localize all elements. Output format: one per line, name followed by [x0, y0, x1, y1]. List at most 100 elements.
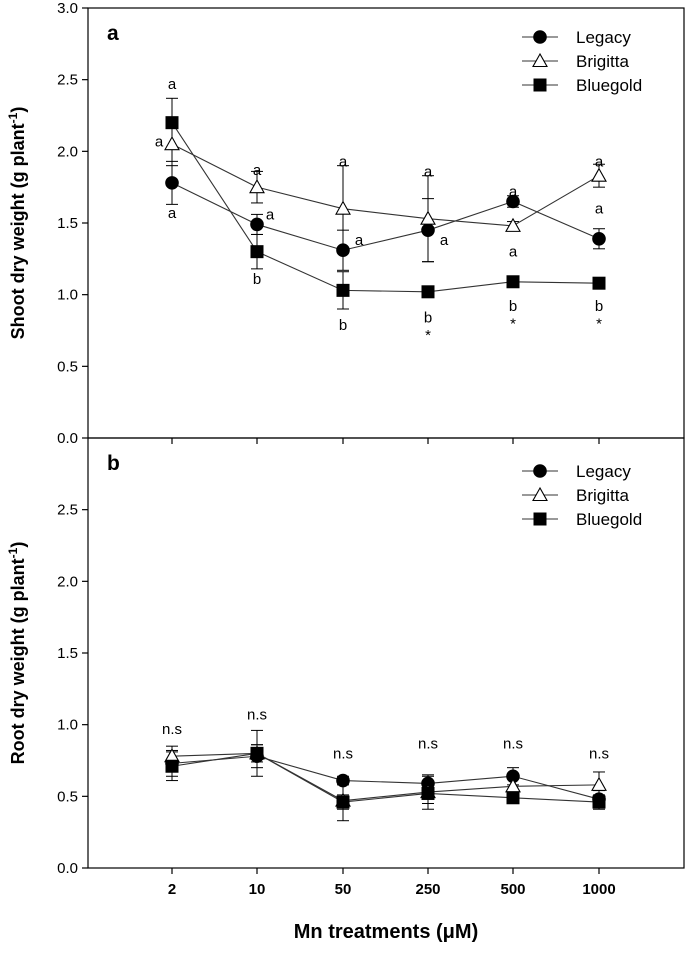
legend-marker-bluegold — [533, 78, 547, 92]
significance-label: * — [596, 315, 602, 332]
panel-a: 0.0 0.5 1.0 1.5 2.0 2.5 3.0 Shoot dry weight (g… — [6, 0, 685, 447]
data-point-legacy — [592, 231, 606, 246]
y-tick-label: 1.5 — [57, 645, 78, 662]
legend-marker-legacy — [533, 464, 547, 478]
significance-label: b — [595, 298, 603, 315]
y-tick-label: 1.0 — [57, 717, 78, 734]
series-line-bluegold — [171, 122, 600, 293]
y-tick-label: 0.0 — [57, 860, 78, 877]
data-point-bluegold — [336, 283, 350, 297]
significance-label: a — [168, 205, 177, 222]
legend-marker-legacy — [533, 30, 547, 44]
series-line-brigitta — [171, 752, 600, 802]
data-point-legacy — [336, 243, 350, 258]
data-point-brigitta — [420, 210, 436, 225]
significance-label: a — [440, 232, 449, 249]
data-point-bluegold — [592, 276, 606, 290]
significance-label: a — [595, 201, 604, 218]
legend-label: Brigitta — [576, 486, 629, 505]
x-axis-title: Mn treatments (μM) — [294, 921, 478, 943]
significance-label: n.s — [503, 735, 523, 752]
y-tick-label: 1.0 — [57, 287, 78, 304]
series-line-legacy — [171, 755, 600, 800]
significance-label: n.s — [162, 721, 182, 738]
y-tick-label: 1.5 — [57, 215, 78, 232]
legend-label: Brigitta — [576, 52, 629, 71]
x-tick-label: 1000 — [582, 881, 615, 898]
significance-label: a — [339, 153, 348, 170]
panel-label: a — [107, 22, 119, 45]
data-point-bluegold — [421, 786, 435, 800]
data-point-legacy — [336, 773, 350, 788]
data-point-legacy — [421, 223, 435, 237]
x-tick-label: 500 — [500, 881, 525, 898]
data-point-bluegold — [336, 795, 350, 809]
data-point-brigitta — [164, 136, 180, 151]
y-axis-title-close: ) — [8, 107, 28, 113]
significance-label: a — [266, 206, 275, 223]
legend-label: Legacy — [576, 462, 631, 481]
data-point-bluegold — [165, 759, 179, 773]
x-tick-label: 10 — [249, 881, 266, 898]
data-point-legacy — [506, 194, 520, 209]
data-point-brigitta — [591, 776, 607, 791]
y-tick-label: 0.0 — [57, 430, 78, 447]
x-tick-label: 250 — [415, 881, 440, 898]
significance-label: a — [595, 153, 604, 170]
y-axis-title: Shoot dry weight (g plant-1) — [6, 107, 28, 340]
y-axis-title-text: Shoot dry weight (g plant — [8, 123, 28, 339]
legend-label: Bluegold — [576, 510, 642, 529]
y-axis-title-close: ) — [8, 542, 28, 548]
y-axis-title: Root dry weight (g plant-1) — [6, 542, 28, 765]
y-tick-label: 2.0 — [57, 573, 78, 590]
data-point-bluegold — [165, 116, 179, 130]
x-tick-label: 2 — [168, 881, 176, 898]
data-point-legacy — [250, 217, 264, 232]
significance-label: * — [510, 315, 516, 332]
significance-label: a — [509, 183, 518, 200]
panel-b: 0.0 0.5 1.0 1.5 2.0 2.5 Root dry weight (g pla… — [6, 437, 685, 898]
data-point-brigitta — [335, 200, 351, 215]
y-axis-title-sup: -1 — [6, 547, 20, 558]
data-point-bluegold — [421, 285, 435, 299]
significance-label: a — [424, 163, 433, 180]
y-axis-title-sup: -1 — [6, 112, 20, 123]
significance-label: b — [339, 317, 347, 334]
legend-marker-bluegold — [533, 512, 547, 526]
x-tick-label: 50 — [335, 881, 352, 898]
panel-label: b — [107, 452, 120, 475]
data-point-bluegold — [506, 791, 520, 805]
significance-label: a — [168, 76, 177, 93]
significance-label: a — [253, 162, 262, 179]
significance-label: b — [253, 271, 261, 288]
y-tick-label: 3.0 — [57, 0, 78, 17]
data-point-bluegold — [250, 245, 264, 259]
legend-label: Bluegold — [576, 76, 642, 95]
significance-label: a — [355, 232, 364, 249]
series-line-legacy — [171, 182, 600, 251]
y-tick-label: 2.0 — [57, 143, 78, 160]
data-point-brigitta — [249, 179, 265, 194]
y-tick-label: 0.5 — [57, 788, 78, 805]
data-point-brigitta — [505, 217, 521, 232]
y-tick-label: 2.5 — [57, 72, 78, 89]
significance-label: n.s — [333, 745, 353, 762]
significance-label: b — [509, 298, 517, 315]
significance-label: n.s — [589, 745, 609, 762]
significance-label: n.s — [247, 707, 267, 724]
legend-label: Legacy — [576, 28, 631, 47]
data-point-brigitta — [505, 778, 521, 793]
plot-frame — [87, 7, 685, 439]
legend-marker-brigitta — [532, 486, 548, 502]
y-tick-label: 2.5 — [57, 502, 78, 519]
data-point-bluegold — [250, 746, 264, 760]
data-point-brigitta — [591, 167, 607, 182]
significance-label: a — [509, 244, 518, 261]
y-tick-label: 0.5 — [57, 358, 78, 375]
data-point-legacy — [165, 176, 179, 190]
significance-label: * — [425, 327, 431, 344]
data-point-bluegold — [592, 795, 606, 809]
legend-marker-brigitta — [532, 52, 548, 68]
